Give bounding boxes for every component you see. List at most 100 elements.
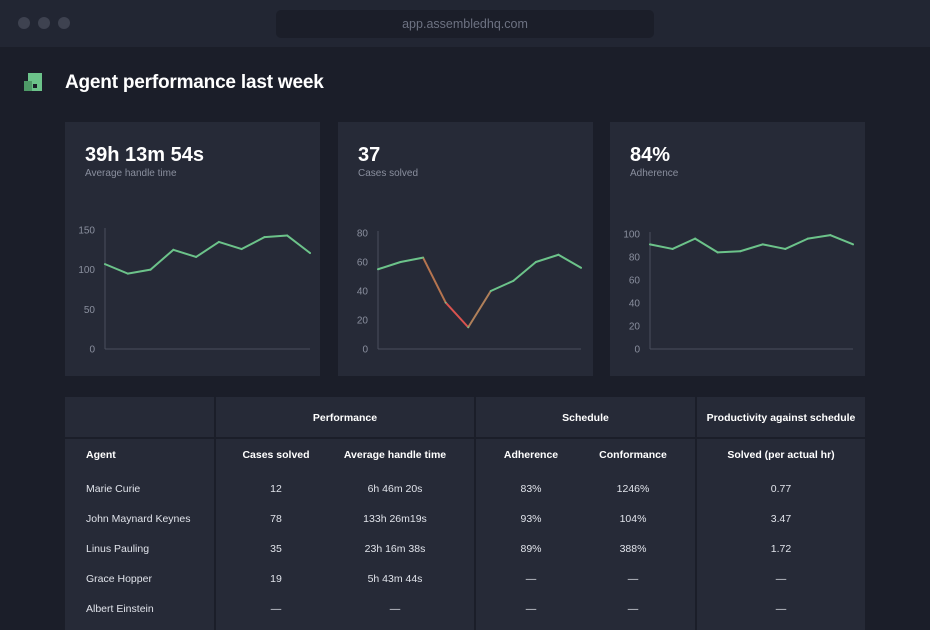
kpi-label: Average handle time	[85, 168, 177, 179]
kpi-label: Cases solved	[358, 168, 419, 179]
data-point	[557, 253, 560, 256]
data-point	[671, 248, 674, 250]
cell-aht: 5h 43m 44s	[367, 573, 423, 585]
cell-cases-solved: 12	[270, 483, 282, 495]
browser-titlebar: app.assembledhq.com	[0, 0, 930, 47]
data-point	[761, 243, 764, 246]
y-tick-label: 20	[629, 322, 641, 333]
column-header-conformance[interactable]: Conformance	[599, 449, 667, 461]
cell-conformance: 388%	[619, 543, 647, 555]
cell-agent: Grace Hopper	[86, 573, 152, 585]
column-header-cases-solved[interactable]: Cases solved	[242, 449, 310, 461]
data-point	[217, 241, 220, 243]
column-header-solved-per-hr[interactable]: Solved (per actual hr)	[727, 449, 835, 461]
cell-adherence: 93%	[520, 513, 542, 525]
kpi-value: 39h 13m 54s	[85, 144, 204, 166]
series-line-segment	[444, 301, 470, 329]
window-minimize-dot[interactable]	[38, 17, 50, 29]
cell-conformance: 1246%	[616, 483, 650, 495]
cell-solved-per-hr: 0.77	[770, 483, 792, 495]
series-line-segment	[240, 236, 266, 251]
data-point	[829, 234, 832, 237]
series-line-segment	[534, 253, 560, 263]
series-line-segment	[126, 268, 152, 275]
window-close-dot[interactable]	[18, 17, 30, 29]
y-tick-label: 40	[357, 287, 369, 298]
data-point	[263, 236, 266, 239]
data-point	[240, 248, 243, 250]
data-point	[309, 252, 311, 254]
series-line-segment	[172, 248, 198, 258]
kpi-value: 37	[358, 144, 381, 166]
data-point	[444, 301, 447, 304]
cell-adherence: —	[525, 573, 537, 585]
cell-cases-solved: —	[270, 603, 282, 615]
cell-agent: Albert Einstein	[86, 603, 154, 615]
table-divider	[695, 397, 697, 630]
page-title: Agent performance last week	[65, 72, 324, 93]
kpi-card-adherence: 84% Adherence 100 80 60 40 20 0	[610, 122, 865, 376]
cell-conformance: 104%	[619, 513, 647, 525]
data-point	[649, 243, 651, 246]
y-tick-label: 0	[89, 345, 95, 356]
kpi-card-cases-solved: 37 Cases solved 80 60 40 20 0	[338, 122, 593, 376]
cell-solved-per-hr: 3.47	[770, 513, 792, 525]
y-tick-label: 20	[357, 316, 369, 327]
data-point	[104, 263, 106, 266]
data-point	[512, 279, 515, 282]
column-header-adherence[interactable]: Adherence	[503, 449, 559, 461]
data-point	[195, 256, 198, 258]
data-point	[286, 234, 289, 237]
series-line-segment	[422, 256, 447, 304]
data-point	[580, 266, 582, 269]
data-point	[739, 250, 742, 253]
data-point	[806, 237, 809, 240]
assembled-logo-icon[interactable]	[24, 73, 42, 91]
data-point	[126, 272, 129, 275]
cell-aht: —	[389, 603, 401, 615]
series-line-segment	[761, 243, 787, 250]
data-point	[149, 268, 152, 271]
y-tick-label: 60	[357, 258, 369, 269]
series-line-segment	[195, 240, 220, 258]
address-bar[interactable]: app.assembledhq.com	[276, 10, 654, 38]
data-point	[172, 248, 175, 251]
data-point	[399, 261, 402, 263]
group-header-schedule: Schedule	[562, 412, 609, 424]
data-point	[694, 237, 697, 240]
data-point	[716, 251, 719, 254]
series-line-segment	[489, 279, 515, 292]
cell-agent: Marie Curie	[86, 483, 141, 495]
series-line-segment	[377, 261, 402, 271]
series-line-segment	[671, 237, 697, 250]
column-header-aht[interactable]: Average handle time	[343, 449, 447, 461]
cell-conformance: —	[627, 573, 639, 585]
window-maximize-dot[interactable]	[58, 17, 70, 29]
y-tick-label: 80	[629, 253, 641, 264]
series-line-segment	[263, 234, 289, 239]
cell-aht: 133h 26m19s	[363, 513, 427, 525]
y-tick-label: 0	[362, 345, 368, 356]
series-line-segment	[104, 263, 129, 275]
y-tick-label: 80	[357, 229, 369, 240]
cell-cases-solved: 78	[270, 513, 282, 525]
table-divider	[65, 437, 865, 439]
cell-conformance: —	[627, 603, 639, 615]
group-header-performance: Performance	[312, 412, 378, 424]
table-divider	[474, 397, 476, 630]
y-tick-label: 50	[84, 305, 96, 316]
agent-performance-table: Performance Schedule Productivity agains…	[65, 397, 865, 630]
data-point	[852, 243, 854, 246]
y-tick-label: 150	[78, 226, 95, 237]
data-point	[489, 290, 492, 292]
cell-solved-per-hr: —	[775, 603, 787, 615]
cell-adherence: —	[525, 603, 537, 615]
aht-line-chart: 150 100 50 0	[78, 226, 311, 356]
series-line-segment	[286, 234, 311, 255]
cell-solved-per-hr: 1.72	[770, 543, 792, 555]
kpi-card-aht: 39h 13m 54s Average handle time 150 100 50…	[65, 122, 320, 376]
column-header-agent[interactable]: Agent	[86, 449, 116, 461]
data-point	[467, 326, 470, 329]
cell-aht: 6h 46m 20s	[367, 483, 423, 495]
data-point	[377, 268, 379, 271]
